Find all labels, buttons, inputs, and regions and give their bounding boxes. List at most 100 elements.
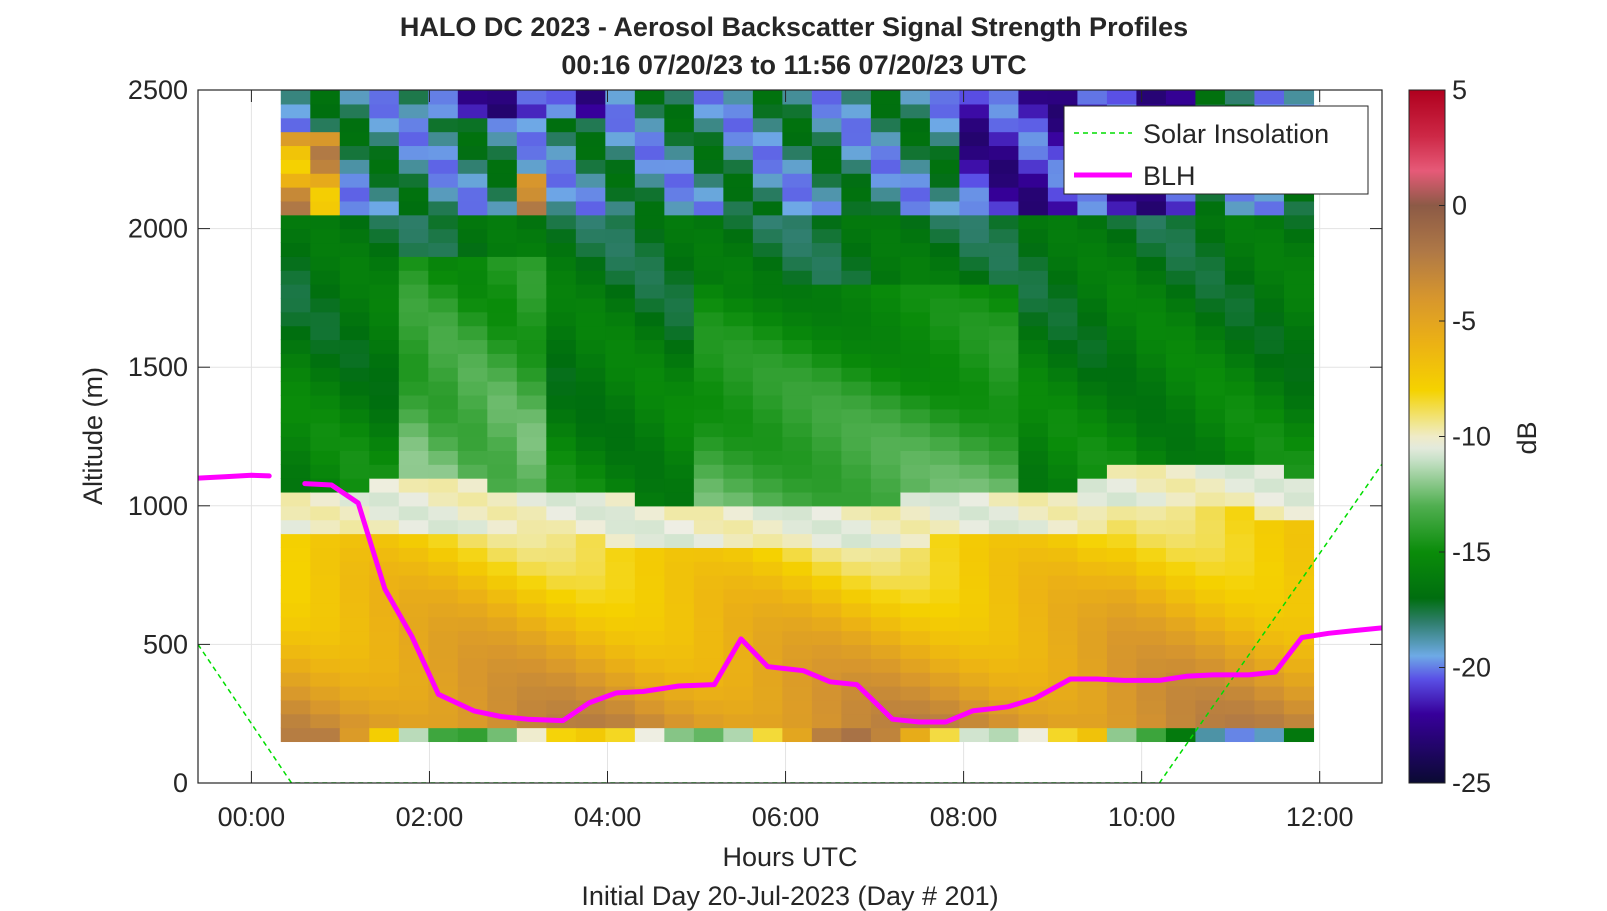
heatmap-cell: [1224, 228, 1256, 244]
heatmap-cell: [1136, 616, 1167, 632]
heatmap-cell: [516, 519, 547, 535]
heatmap-cell: [1195, 491, 1226, 507]
heatmap-cell: [929, 561, 960, 576]
heatmap-cell: [339, 173, 370, 188]
heatmap-cell: [1018, 575, 1049, 590]
heatmap-cell: [1283, 699, 1315, 715]
heatmap-cell: [900, 727, 931, 743]
heatmap-cell: [1165, 533, 1197, 548]
heatmap-cell: [693, 311, 724, 327]
heatmap-cell: [870, 242, 901, 257]
heatmap-cell: [900, 533, 931, 548]
heatmap-cell: [900, 117, 931, 133]
heatmap-cell: [546, 242, 577, 257]
heatmap-cell: [546, 727, 577, 743]
heatmap-cell: [1136, 519, 1167, 535]
heatmap-cell: [457, 713, 488, 729]
heatmap-cell: [428, 575, 459, 590]
heatmap-cell: [516, 699, 547, 715]
heatmap-cell: [693, 436, 724, 451]
heatmap-cell: [1136, 339, 1167, 354]
heatmap-cell: [634, 187, 665, 202]
heatmap-cell: [782, 200, 813, 216]
heatmap-cell: [575, 103, 606, 119]
heatmap-cell: [664, 602, 695, 618]
heatmap-cell: [369, 353, 400, 368]
heatmap-cell: [811, 533, 842, 548]
heatmap-cell: [811, 103, 842, 119]
heatmap-cell: [280, 353, 311, 368]
heatmap-cell: [782, 228, 813, 244]
heatmap-cell: [782, 575, 813, 590]
heatmap-cell: [929, 284, 960, 299]
heatmap-cell: [428, 297, 459, 313]
heatmap-cell: [310, 588, 341, 604]
heatmap-cell: [634, 270, 665, 285]
heatmap-cell: [811, 408, 842, 424]
heatmap-cell: [1283, 325, 1315, 341]
heatmap-cell: [546, 228, 577, 244]
heatmap-cell: [398, 284, 429, 299]
heatmap-cell: [693, 699, 724, 715]
heatmap-cell: [870, 173, 901, 188]
heatmap-cell: [870, 658, 901, 673]
heatmap-cell: [1224, 644, 1256, 659]
heatmap-cell: [1165, 284, 1197, 299]
heatmap-cell: [339, 367, 370, 382]
heatmap-cell: [1254, 533, 1285, 548]
heatmap-cell: [988, 436, 1019, 451]
heatmap-cell: [310, 505, 341, 521]
heatmap-cell: [664, 533, 695, 548]
heatmap-cell: [752, 103, 783, 119]
heatmap-cell: [546, 519, 577, 535]
heatmap-cell: [811, 187, 842, 202]
heatmap-cell: [310, 297, 341, 313]
heatmap-cell: [457, 103, 488, 119]
heatmap-cell: [929, 588, 960, 604]
heatmap-cell: [605, 173, 636, 188]
heatmap-cell: [693, 658, 724, 673]
heatmap-cell: [516, 491, 547, 507]
heatmap-cell: [1047, 325, 1079, 341]
heatmap-cell: [1077, 464, 1108, 479]
heatmap-cell: [1077, 394, 1108, 410]
heatmap-cell: [1106, 478, 1138, 493]
heatmap-cell: [634, 547, 665, 562]
heatmap-cell: [959, 533, 990, 548]
heatmap-cell: [900, 588, 931, 604]
heatmap-cell: [605, 505, 636, 521]
heatmap-cell: [752, 713, 783, 729]
heatmap-cell: [280, 228, 311, 244]
heatmap-cell: [1195, 519, 1226, 535]
heatmap-cell: [811, 117, 842, 133]
heatmap-cell: [1106, 311, 1138, 327]
heatmap-cell: [1195, 214, 1226, 230]
heatmap-cell: [841, 533, 872, 548]
heatmap-cell: [929, 270, 960, 285]
heatmap-cell: [428, 200, 459, 216]
heatmap-cell: [369, 311, 400, 327]
heatmap-cell: [1047, 311, 1079, 327]
heatmap-cell: [310, 533, 341, 548]
heatmap-cell: [929, 367, 960, 382]
heatmap-cell: [457, 214, 488, 230]
heatmap-cell: [664, 408, 695, 424]
heatmap-cell: [1077, 367, 1108, 382]
heatmap-cell: [605, 408, 636, 424]
heatmap-cell: [487, 422, 518, 438]
heatmap-cell: [664, 575, 695, 590]
heatmap-cell: [457, 727, 488, 743]
colorbar-tick-label: -25: [1452, 768, 1491, 798]
y-tick-label: 2000: [128, 214, 188, 244]
heatmap-cell: [1195, 478, 1226, 493]
heatmap-cell: [457, 200, 488, 216]
heatmap-cell: [1018, 173, 1049, 188]
heatmap-cell: [428, 644, 459, 659]
heatmap-cell: [782, 408, 813, 424]
heatmap-cell: [280, 90, 311, 105]
heatmap-cell: [339, 450, 370, 465]
heatmap-cell: [369, 270, 400, 285]
heatmap-cell: [693, 187, 724, 202]
heatmap-cell: [752, 588, 783, 604]
